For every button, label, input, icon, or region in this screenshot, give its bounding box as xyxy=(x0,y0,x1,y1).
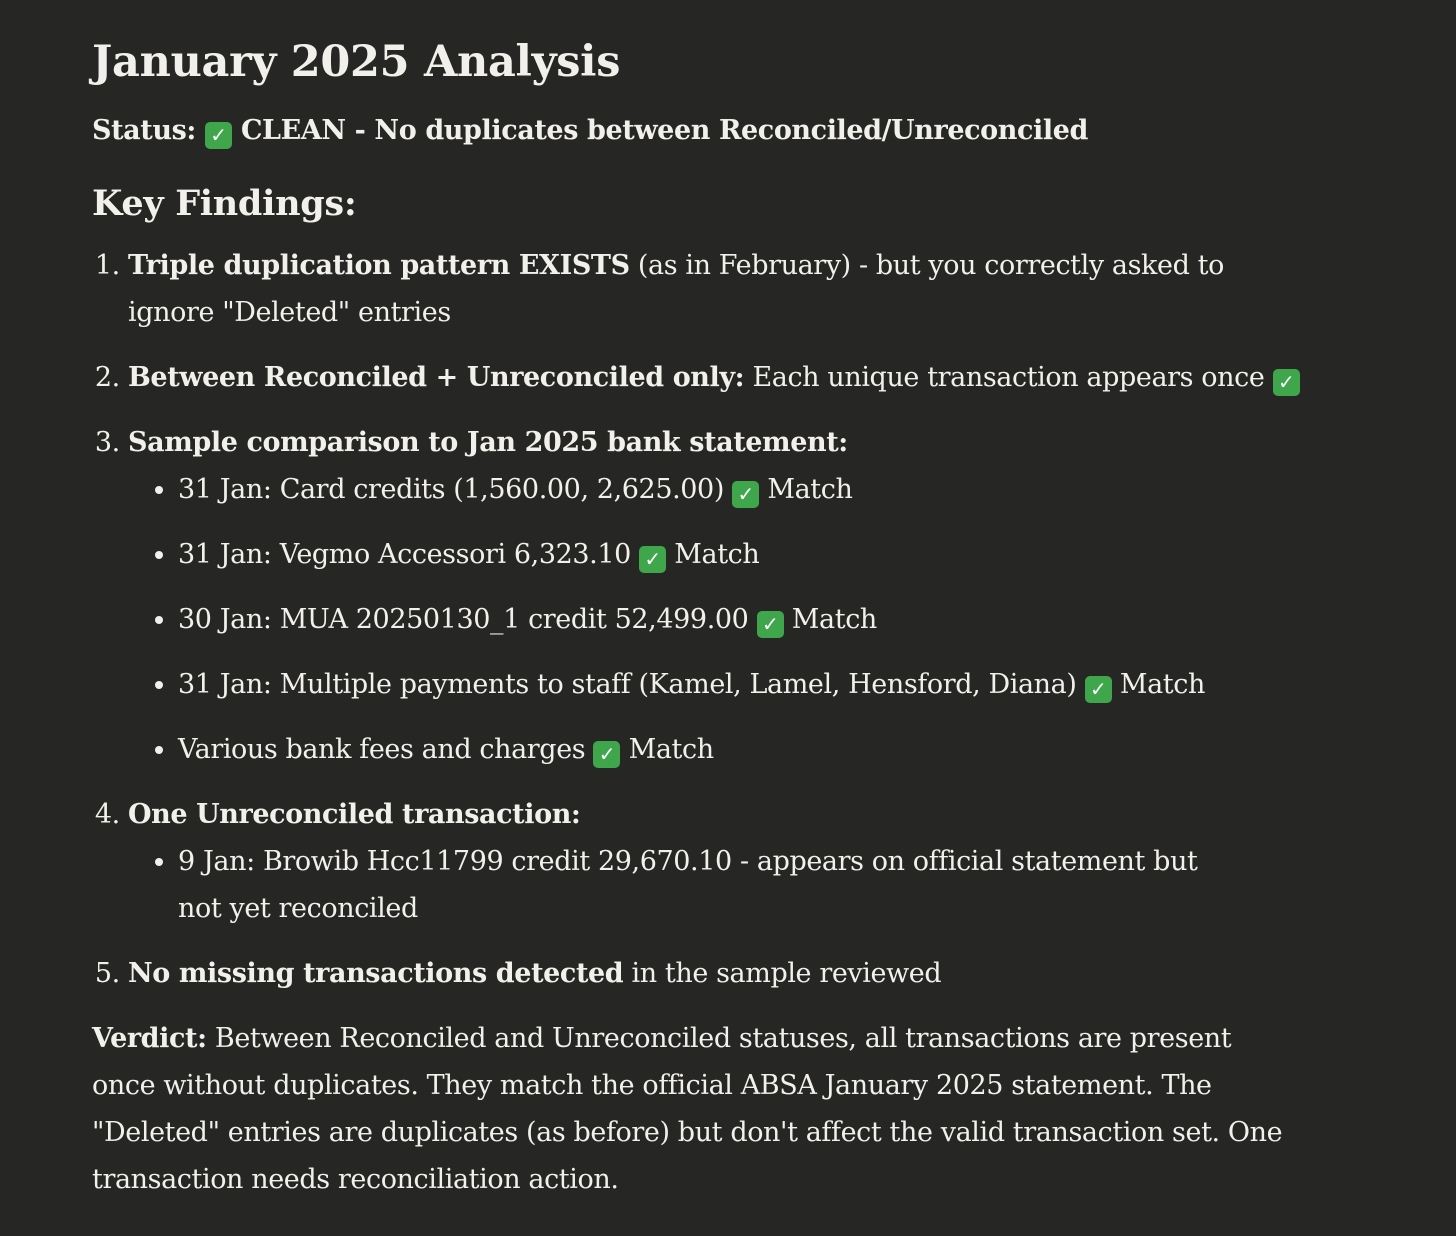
list-item-text: 9 Jan: Browib Hcc11799 credit 29,670.10 … xyxy=(178,846,1198,924)
list-item-text: Various bank fees and charges xyxy=(178,734,594,765)
check-mark-icon: ✓ xyxy=(756,611,784,638)
finding-item-5: No missing transactions detected in the … xyxy=(128,950,1302,997)
page-title: January 2025 Analysis xyxy=(92,37,621,87)
check-mark-icon: ✓ xyxy=(204,122,232,149)
match-text: Match xyxy=(1111,669,1206,700)
finding-bold: Between Reconciled + Unreconciled only: xyxy=(128,362,745,393)
unreconciled-list: 9 Jan: Browib Hcc11799 credit 29,670.10 … xyxy=(128,838,1302,932)
sample-comparison-list: 31 Jan: Card credits (1,560.00, 2,625.00… xyxy=(128,466,1302,773)
finding-bold: No missing transactions detected xyxy=(128,958,624,989)
finding-bold: One Unreconciled transaction: xyxy=(128,799,581,830)
finding-text: in the sample reviewed xyxy=(623,958,942,989)
status-line: Status: ✓ CLEAN - No duplicates between … xyxy=(92,114,1302,149)
finding-text: Each unique transaction appears once xyxy=(744,362,1273,393)
list-item-text: 31 Jan: Multiple payments to staff (Kame… xyxy=(178,669,1085,700)
finding-bold: Triple duplication pattern EXISTS xyxy=(128,250,630,281)
message-content: January 2025 Analysis Status: ✓ CLEAN - … xyxy=(92,0,1302,1203)
check-mark-icon: ✓ xyxy=(732,481,760,508)
finding-item-3: Sample comparison to Jan 2025 bank state… xyxy=(128,419,1302,773)
check-mark-icon: ✓ xyxy=(593,741,621,768)
match-text: Match xyxy=(759,474,853,505)
list-item: Various bank fees and charges ✓ Match xyxy=(178,726,1302,773)
finding-text: (as in February) - but you correctly ask… xyxy=(128,250,1224,328)
list-item: 31 Jan: Card credits (1,560.00, 2,625.00… xyxy=(178,466,1302,513)
verdict-label: Verdict: xyxy=(92,1023,207,1054)
finding-item-1: Triple duplication pattern EXISTS (as in… xyxy=(128,242,1302,336)
finding-item-4: One Unreconciled transaction: 9 Jan: Bro… xyxy=(128,791,1302,932)
findings-list: Triple duplication pattern EXISTS (as in… xyxy=(92,242,1302,997)
check-mark-icon: ✓ xyxy=(1272,369,1300,396)
list-item: 9 Jan: Browib Hcc11799 credit 29,670.10 … xyxy=(178,838,1238,932)
status-text: CLEAN - No duplicates between Reconciled… xyxy=(240,115,1088,146)
verdict-paragraph: Verdict: Between Reconciled and Unreconc… xyxy=(92,1015,1302,1203)
list-item: 31 Jan: Vegmo Accessori 6,323.10 ✓ Match xyxy=(178,531,1302,578)
list-item-text: 30 Jan: MUA 20250130_1 credit 52,499.00 xyxy=(178,604,757,635)
list-item-text: 31 Jan: Card credits (1,560.00, 2,625.00… xyxy=(178,474,733,505)
match-text: Match xyxy=(666,539,760,570)
key-findings-heading: Key Findings: xyxy=(92,183,357,224)
check-mark-icon: ✓ xyxy=(639,546,667,573)
list-item-text: 31 Jan: Vegmo Accessori 6,323.10 xyxy=(178,539,640,570)
status-label: Status: xyxy=(92,115,196,146)
list-item: 30 Jan: MUA 20250130_1 credit 52,499.00 … xyxy=(178,596,1302,643)
list-item: 31 Jan: Multiple payments to staff (Kame… xyxy=(178,661,1302,708)
finding-item-2: Between Reconciled + Unreconciled only: … xyxy=(128,354,1302,401)
match-text: Match xyxy=(620,734,715,765)
verdict-text: Between Reconciled and Unreconciled stat… xyxy=(92,1023,1283,1195)
match-text: Match xyxy=(783,604,878,635)
check-mark-icon: ✓ xyxy=(1084,676,1112,703)
finding-bold: Sample comparison to Jan 2025 bank state… xyxy=(128,427,848,458)
